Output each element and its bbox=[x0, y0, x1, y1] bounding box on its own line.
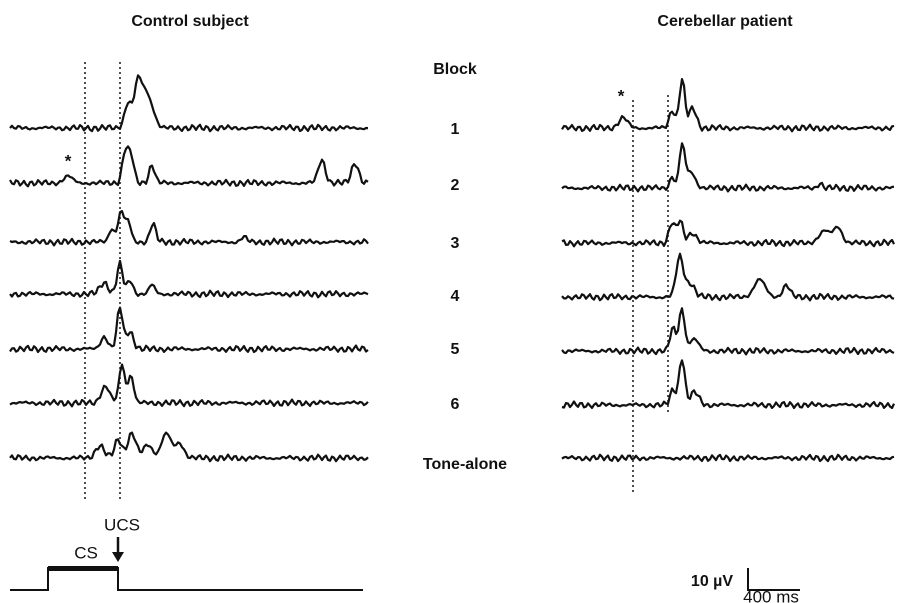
emg-trace bbox=[561, 219, 895, 248]
emg-trace bbox=[561, 307, 895, 356]
emg-trace bbox=[9, 363, 369, 408]
right-title: Cerebellar patient bbox=[657, 13, 793, 30]
block-number: 6 bbox=[451, 396, 460, 413]
stimulus-trace bbox=[10, 567, 363, 591]
emg-trace bbox=[561, 359, 895, 410]
ucs-label: UCS bbox=[104, 515, 140, 534]
block-label: Block bbox=[433, 61, 477, 78]
emg-trace bbox=[9, 259, 369, 299]
cs-bar bbox=[48, 566, 118, 571]
amplitude-scale: 10 µV bbox=[691, 573, 733, 590]
ucs-arrowhead bbox=[112, 552, 124, 562]
emg-trace bbox=[561, 142, 895, 193]
emg-trace bbox=[9, 210, 369, 247]
emg-trace bbox=[561, 252, 895, 302]
scale-bar bbox=[747, 568, 800, 591]
emg-trace bbox=[561, 78, 895, 133]
emg-trace bbox=[9, 306, 369, 354]
left-title: Control subject bbox=[131, 13, 249, 30]
block-number: Tone-alone bbox=[423, 456, 507, 473]
time-scale: 400 ms bbox=[743, 587, 799, 603]
marker: * bbox=[618, 86, 625, 105]
emg-trace bbox=[561, 453, 895, 463]
emg-trace bbox=[9, 431, 369, 463]
emg-trace bbox=[9, 74, 369, 133]
block-number: 1 bbox=[451, 121, 460, 138]
block-number: 4 bbox=[451, 288, 460, 305]
block-number: 5 bbox=[451, 341, 460, 358]
marker: * bbox=[65, 151, 72, 170]
block-number: 2 bbox=[451, 177, 460, 194]
block-number: 3 bbox=[451, 235, 460, 252]
emg-trace bbox=[9, 145, 369, 188]
cs-label: CS bbox=[74, 543, 98, 562]
